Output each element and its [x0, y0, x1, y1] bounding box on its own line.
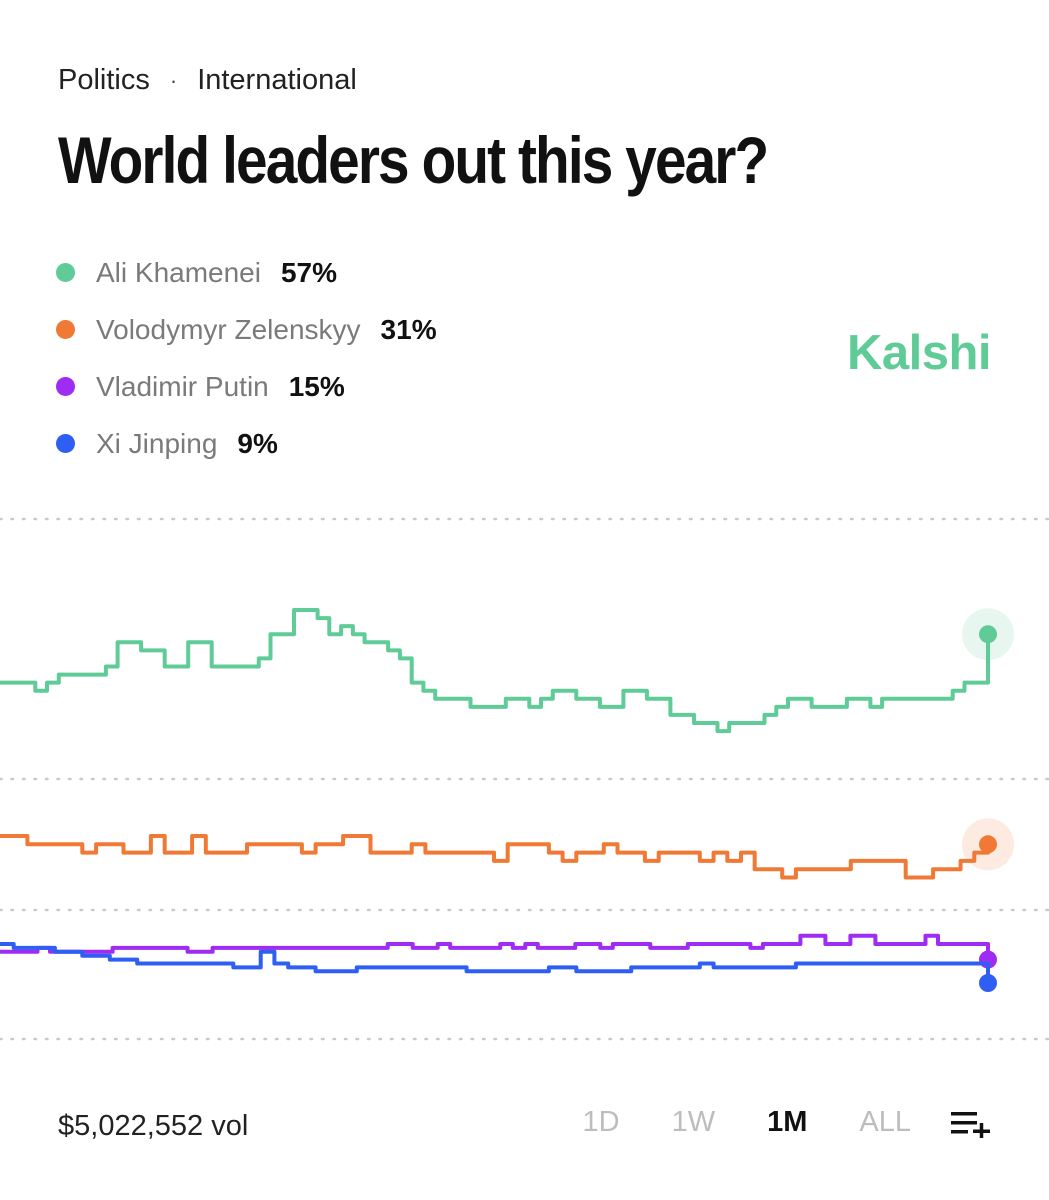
series-line-volodymyr-zelenskyy[interactable] — [0, 834, 990, 880]
breadcrumb: Politics · International — [58, 64, 357, 97]
legend-percent: 31% — [380, 313, 437, 345]
legend-item-khamenei[interactable]: Ali Khamenei 57% — [56, 244, 437, 301]
legend-item-putin[interactable]: Vladimir Putin 15% — [56, 358, 437, 415]
legend-name: Ali Khamenei — [96, 256, 261, 288]
range-all[interactable]: ALL — [859, 1106, 911, 1138]
range-1d[interactable]: 1D — [582, 1106, 620, 1138]
breadcrumb-category[interactable]: Politics — [58, 64, 150, 96]
legend-dot — [56, 320, 75, 339]
range-1w[interactable]: 1W — [671, 1106, 716, 1138]
breadcrumb-separator: · — [169, 67, 178, 93]
series-line-xi-jinping[interactable] — [0, 942, 990, 983]
legend-name: Vladimir Putin — [96, 370, 269, 402]
legend-dot — [56, 377, 75, 396]
legend-name: Volodymyr Zelenskyy — [96, 313, 361, 345]
series-line-ali-khamenei[interactable] — [0, 608, 990, 734]
end-point-ali-khamenei[interactable] — [979, 625, 997, 644]
chart-legend: Ali Khamenei 57% Volodymyr Zelenskyy 31%… — [56, 244, 437, 472]
range-selector: 1D 1W 1M ALL — [531, 1106, 991, 1139]
end-point-volodymyr-zelenskyy[interactable] — [979, 835, 997, 854]
legend-dot — [56, 263, 75, 282]
legend-percent: 9% — [237, 427, 278, 459]
kalshi-logo: Kalshi — [846, 326, 992, 380]
add-to-list-icon[interactable] — [951, 1108, 991, 1138]
legend-percent: 57% — [280, 256, 338, 288]
volume-label: $5,022,552 vol — [58, 1110, 249, 1142]
legend-name: Xi Jinping — [96, 427, 218, 459]
breadcrumb-subcategory[interactable]: International — [197, 64, 357, 96]
series-line-vladimir-putin[interactable] — [0, 933, 990, 960]
page-title: World leaders out this year? — [58, 123, 769, 197]
legend-item-zelenskyy[interactable]: Volodymyr Zelenskyy 31% — [56, 301, 437, 358]
legend-item-xi[interactable]: Xi Jinping 9% — [56, 415, 437, 472]
end-point-xi-jinping[interactable] — [979, 974, 997, 992]
line-chart[interactable] — [0, 500, 1049, 1060]
range-1m[interactable]: 1M — [767, 1106, 808, 1138]
legend-dot — [56, 434, 75, 453]
legend-percent: 15% — [288, 370, 345, 402]
